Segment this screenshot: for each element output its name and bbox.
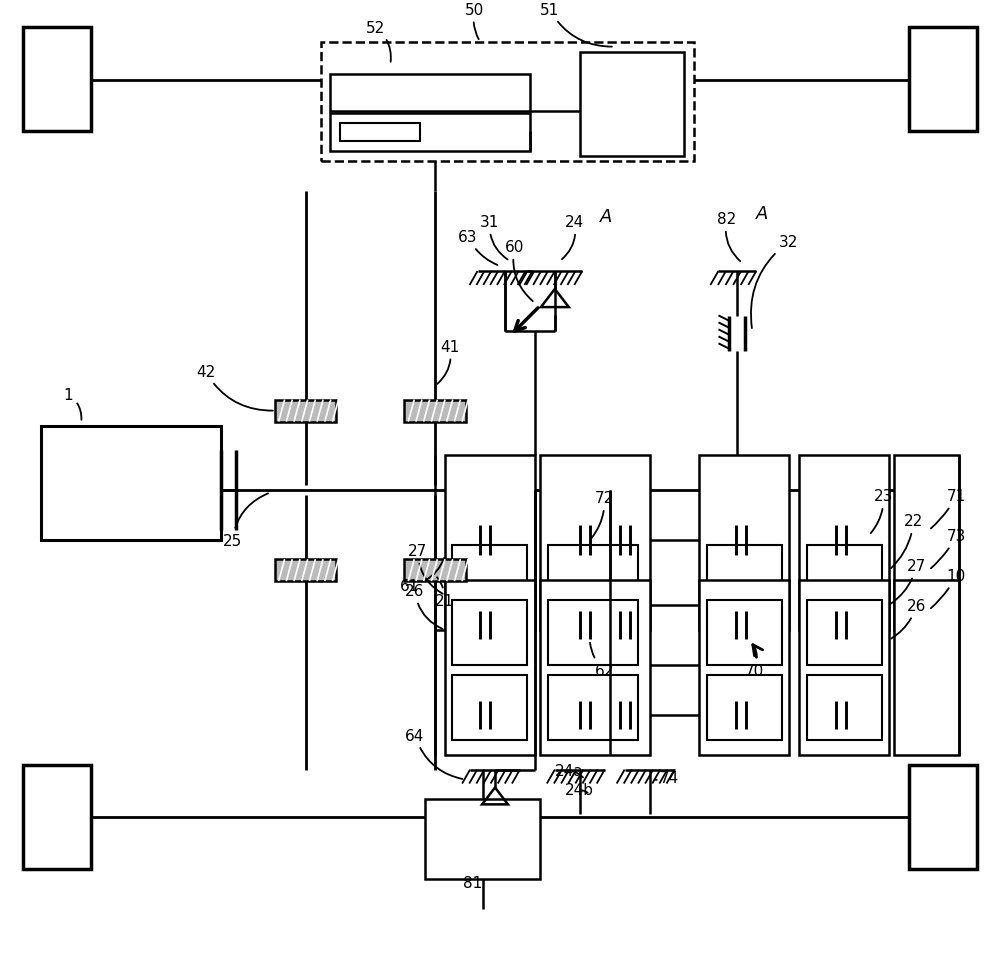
Text: 64: 64 [405,728,462,779]
Bar [445,456,535,630]
Text: 26: 26 [891,599,926,639]
Text: 70: 70 [744,645,764,678]
Bar [452,675,527,740]
Text: 61: 61 [400,558,444,593]
Bar [275,559,336,581]
Bar [799,456,889,630]
Bar [548,675,638,740]
Bar [807,675,882,740]
Bar [425,799,540,879]
Bar [540,456,650,630]
Bar [41,426,221,541]
Text: A: A [756,205,769,223]
Bar [580,52,684,157]
Text: 23: 23 [871,488,893,534]
Bar [699,580,789,755]
Text: 21: 21 [435,578,454,609]
Bar [909,765,977,869]
Text: 72: 72 [592,491,614,539]
Text: 25: 25 [223,494,268,548]
Text: 81: 81 [463,875,482,890]
Text: 41: 41 [437,339,459,385]
Text: 60: 60 [505,239,533,301]
Bar [707,620,782,680]
Bar [799,580,889,755]
Bar [404,400,466,422]
Bar [548,601,638,665]
Text: 24b: 24b [565,783,594,797]
Bar [452,620,527,680]
Bar [540,580,650,755]
Text: 22: 22 [891,514,923,569]
Bar [445,580,535,755]
Bar [707,601,782,665]
Text: 71: 71 [931,488,966,529]
Bar [707,546,782,610]
Text: 73: 73 [931,529,966,569]
Text: 63: 63 [458,230,497,266]
Bar [23,28,91,132]
Bar [404,559,466,581]
Text: 1: 1 [63,388,81,421]
Text: 10: 10 [931,569,966,609]
Text: 26: 26 [405,583,443,629]
Bar [340,124,420,142]
Bar [548,546,638,610]
Text: 32: 32 [751,234,799,328]
Text: 27: 27 [891,558,926,604]
Text: 24a: 24a [555,763,583,778]
Text: 24: 24 [562,215,584,260]
Bar [894,456,959,630]
Text: 42: 42 [196,364,273,411]
Text: 27: 27 [408,544,443,594]
Bar [330,75,530,112]
Bar [23,765,91,869]
Bar [894,580,959,755]
Bar [275,400,336,422]
Text: 62: 62 [590,643,614,678]
Text: 51: 51 [540,3,612,47]
Text: 74: 74 [655,769,679,785]
Bar [452,601,527,665]
Bar [321,43,694,162]
Text: 50: 50 [465,3,484,40]
Bar [699,456,789,630]
Text: 52: 52 [365,20,391,63]
Bar [452,546,527,610]
Text: A: A [600,208,612,226]
Bar [807,601,882,665]
Bar [807,546,882,610]
Bar [707,675,782,740]
Bar [548,620,638,680]
Text: 31: 31 [480,215,508,261]
Text: 82: 82 [717,212,740,262]
Bar [807,620,882,680]
Bar [330,114,530,152]
Bar [909,28,977,132]
